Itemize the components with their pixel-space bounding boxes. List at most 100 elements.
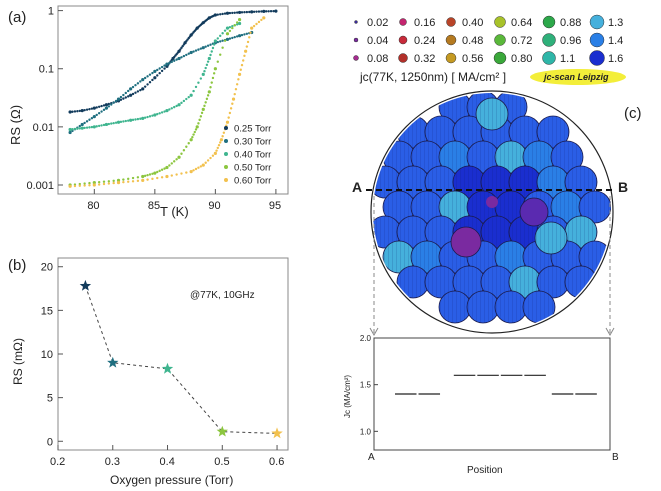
- data-point: [141, 174, 145, 179]
- data-point: [78, 184, 81, 187]
- data-point: [88, 126, 91, 129]
- data-point: [197, 122, 200, 125]
- data-point: [228, 111, 232, 115]
- data-point: [88, 107, 91, 111]
- data-point: [182, 99, 186, 103]
- data-point: [110, 122, 113, 125]
- data-point: [143, 116, 147, 119]
- data-point: [165, 174, 169, 179]
- data-point: [97, 105, 101, 108]
- data-point: [119, 120, 123, 124]
- data-point: [206, 44, 210, 47]
- data-point: [151, 172, 154, 176]
- data-point: [185, 97, 188, 101]
- data-point: [88, 118, 91, 121]
- data-point: [104, 122, 109, 127]
- data-point: [131, 85, 135, 89]
- data-point: [205, 97, 209, 101]
- data-point: [68, 184, 72, 188]
- data-point: [78, 182, 81, 186]
- data-point: [112, 121, 115, 125]
- legend-swatch: [589, 14, 605, 30]
- data-point: [189, 93, 193, 97]
- data-point: [197, 81, 200, 84]
- data-point: [227, 116, 230, 119]
- data-point: [231, 97, 236, 101]
- data-point: [76, 110, 79, 113]
- data-point: [181, 44, 184, 48]
- data-point: [90, 116, 94, 120]
- data-point: [207, 56, 211, 61]
- data-point: [210, 81, 213, 84]
- data-point: [112, 101, 115, 104]
- panel-c-wafer: [366, 90, 615, 337]
- data-point: [216, 13, 219, 16]
- data-point: [102, 108, 106, 112]
- data-point: [112, 181, 115, 185]
- data-point: [262, 16, 266, 20]
- data-point: [175, 58, 178, 61]
- x-tick-label: 0.4: [160, 456, 175, 468]
- wafer-cell: [466, 290, 500, 324]
- data-point: [92, 180, 96, 185]
- data-point: [110, 103, 113, 106]
- data-point: [136, 117, 140, 121]
- data-point: [272, 9, 275, 13]
- data-point: [237, 72, 242, 76]
- data-point: [148, 81, 152, 84]
- data-point: [102, 104, 106, 107]
- data-point: [199, 165, 203, 168]
- data-point: [237, 21, 242, 26]
- legend-label: 0.30 Torr: [234, 137, 271, 148]
- legend-swatch: [542, 51, 556, 65]
- data-point: [124, 96, 127, 99]
- legend-value: 1.3: [608, 17, 623, 29]
- x-tick-label: 0.6: [269, 456, 284, 468]
- data-point: [102, 180, 106, 183]
- data-point: [221, 32, 224, 35]
- legend-swatch: [353, 37, 359, 43]
- data-point: [235, 11, 239, 14]
- data-point: [243, 33, 246, 36]
- data-point: [192, 89, 195, 93]
- data-point: [175, 173, 178, 176]
- data-point: [246, 40, 250, 44]
- data-point: [189, 138, 193, 142]
- x-tick-label: 80: [87, 200, 99, 212]
- data-point: [207, 90, 211, 94]
- data-point: [71, 128, 74, 131]
- panel-a-legend: 0.25 Torr 0.30 Torr 0.40 Torr 0.50 Torr 0.60…: [224, 124, 271, 187]
- legend-swatch: [445, 34, 457, 46]
- data-point: [139, 117, 142, 120]
- data-point: [194, 49, 198, 52]
- data-point: [206, 159, 210, 162]
- data-point: [116, 178, 121, 182]
- data-point: [158, 71, 161, 75]
- data-point: [223, 12, 227, 15]
- data-point: [119, 95, 123, 99]
- data-point: [177, 155, 181, 159]
- data-point: [252, 10, 256, 13]
- data-point: [255, 22, 258, 26]
- data-point: [95, 125, 98, 128]
- data-point: [90, 125, 94, 129]
- legend-marker: [224, 126, 228, 130]
- data-point: [114, 99, 118, 103]
- data-point: [124, 119, 127, 123]
- data-point: [104, 106, 109, 110]
- data-point: [165, 165, 169, 170]
- data-point: [175, 104, 178, 108]
- data-point: [201, 46, 205, 50]
- data-point: [136, 82, 140, 85]
- data-point: [245, 32, 249, 35]
- data-point: [185, 171, 188, 174]
- data-point: [107, 105, 111, 108]
- data-point: [240, 11, 244, 14]
- data-point: [71, 110, 74, 113]
- x-tick-label: 85: [148, 200, 160, 212]
- data-point: [175, 158, 178, 161]
- wafer-cell: [550, 140, 584, 174]
- data-point: [213, 13, 217, 17]
- data-point: [237, 34, 242, 38]
- data-point: [194, 128, 198, 131]
